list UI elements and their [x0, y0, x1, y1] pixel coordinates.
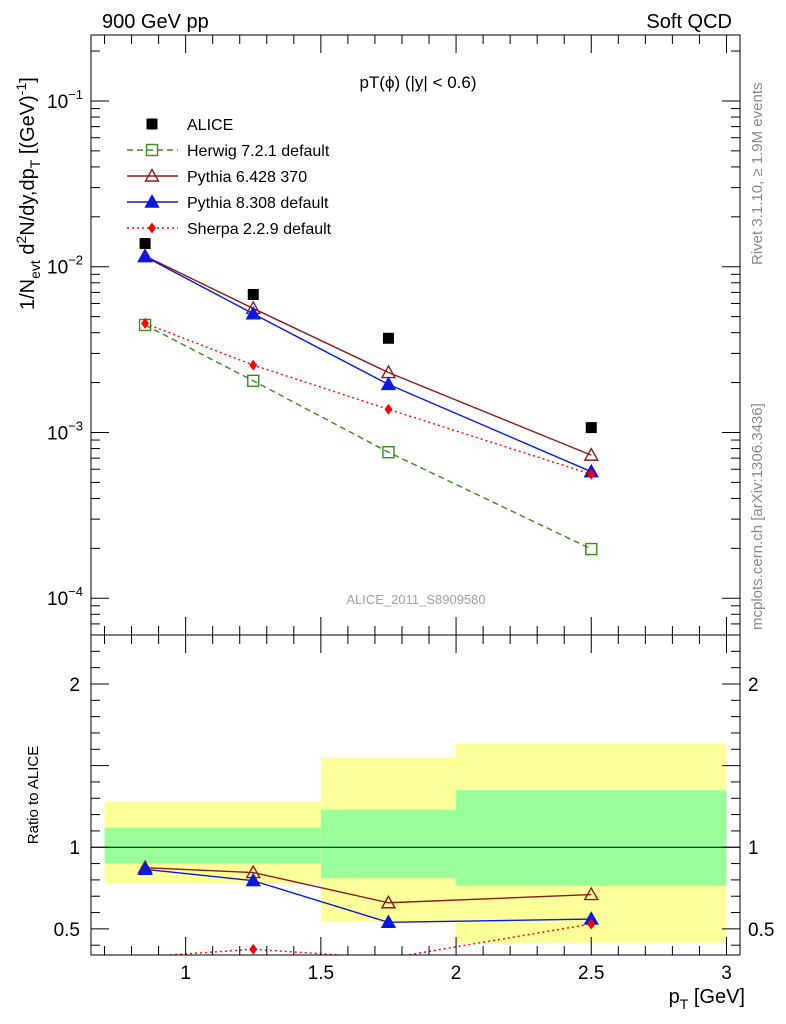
- legend-label: Pythia 6.428 370: [187, 169, 307, 186]
- series-line: [144, 256, 592, 473]
- legend: ALICE Herwig 7.2.1 default Pythia 6.428 37…: [127, 117, 332, 238]
- legend-marker: [144, 168, 160, 182]
- legend-label: Sherpa 2.2.9 default: [187, 221, 332, 238]
- main-panel: 10−1 10−2 10−3 10−4 pT(ϕ) (|y| < 0.6) ALICE…: [13, 34, 741, 636]
- ratio-series-pythia-8-308-default: [137, 861, 599, 929]
- ratio-frame: [90, 634, 741, 956]
- ratio-panel: 0.5 0.5 1 1 2 2 1 1.5 2 2.5 3 Ratio to ALICE pT [G…: [25, 634, 774, 1012]
- ratio-y-tick-label: 2: [69, 675, 80, 696]
- ratio-xlabel: pT [GeV]: [669, 986, 745, 1012]
- legend-item-pythia-6-428-370: Pythia 6.428 370: [127, 168, 307, 186]
- data-point: [583, 447, 599, 461]
- header-right: Soft QCD: [646, 11, 732, 33]
- rivet-label: Rivet 3.1.10, ≥ 1.9M events: [749, 83, 766, 266]
- legend-item-sherpa-2-2-9-default: Sherpa 2.2.9 default: [127, 221, 332, 238]
- ratio-x-tick-label: 2: [451, 963, 462, 984]
- series-line: [144, 255, 592, 456]
- main-ylabel: 1/Nevt d2N/dy,dpT [(GeV)-1]: [13, 77, 43, 310]
- ratio-x-tick-label: 1.5: [308, 963, 334, 984]
- series-alice: [139, 238, 597, 434]
- uncertainty-band-inner: [320, 809, 457, 879]
- ratio-x-tick-label: 3: [721, 963, 732, 984]
- legend-item-herwig-7-2-1-default: Herwig 7.2.1 default: [127, 143, 330, 160]
- series-line: [144, 322, 592, 475]
- data-point: [380, 376, 397, 391]
- data-point: [384, 403, 393, 415]
- data-point: [585, 422, 597, 434]
- data-point: [247, 288, 259, 300]
- ratio-series-herwig-7-2-1-default: [145, 958, 591, 980]
- legend-label: Pythia 8.308 default: [187, 195, 329, 212]
- ratio-y-tick-label: 1: [69, 838, 80, 859]
- main-title: pT(ϕ) (|y| < 0.6): [359, 73, 476, 92]
- uncertainty-band-inner: [104, 827, 321, 864]
- ratio-x-tick-label: 1: [180, 963, 191, 984]
- ratio-y-tick-label-right: 0.5: [748, 920, 774, 941]
- series-herwig-7-2-1-default: [138, 318, 598, 556]
- ratio-line: [145, 866, 592, 904]
- legend-marker: [144, 194, 160, 208]
- data-point: [587, 468, 596, 480]
- series-pythia-6-428-370: [137, 248, 599, 461]
- y-tick-label: 10−3: [47, 418, 83, 444]
- data-point: [249, 359, 258, 371]
- data-point: [382, 332, 394, 344]
- ratio-y-tick-label: 0.5: [54, 920, 80, 941]
- ratio-line: [145, 868, 592, 924]
- legend-item-alice: ALICE: [146, 117, 233, 134]
- data-point: [245, 305, 261, 320]
- ratio-point: [583, 886, 599, 901]
- ratio-point: [380, 894, 397, 909]
- legend-item-pythia-8-308-default: Pythia 8.308 default: [127, 194, 329, 212]
- uncertainty-band-inner: [456, 790, 727, 886]
- ratio-line: [145, 958, 591, 980]
- analysis-watermark: ALICE_2011_S8909580: [346, 592, 485, 607]
- data-point: [137, 248, 153, 263]
- legend-marker: [145, 143, 159, 157]
- legend-marker: [148, 222, 156, 234]
- ratio-point: [380, 914, 397, 929]
- data-point: [247, 374, 260, 387]
- ratio-point: [587, 918, 596, 930]
- mcplots-label: mcplots.cern.ch [arXiv:1306.3436]: [749, 403, 766, 630]
- ratio-point: [249, 943, 258, 955]
- ratio-y-tick-label-right: 2: [748, 675, 759, 696]
- ratio-point: [245, 872, 261, 887]
- legend-label: ALICE: [187, 117, 233, 134]
- data-point: [382, 446, 395, 459]
- ratio-y-tick-label-right: 1: [748, 838, 759, 859]
- ratio-point: [137, 861, 153, 875]
- legend-marker: [146, 118, 158, 130]
- data-point: [585, 542, 598, 556]
- ratio-ylabel: Ratio to ALICE: [25, 746, 42, 844]
- header-left: 900 GeV pp: [102, 11, 209, 33]
- y-tick-label: 10−1: [47, 87, 83, 113]
- y-tick-label: 10−4: [47, 584, 83, 610]
- series-pythia-8-308-default: [137, 248, 599, 478]
- data-point: [141, 317, 150, 329]
- series-line: [144, 324, 592, 550]
- y-tick-label: 10−2: [47, 253, 83, 279]
- series-sherpa-2-2-9-default: [141, 317, 596, 480]
- legend-label: Herwig 7.2.1 default: [187, 143, 330, 160]
- data-point: [139, 238, 151, 250]
- ratio-x-tick-label: 2.5: [578, 963, 604, 984]
